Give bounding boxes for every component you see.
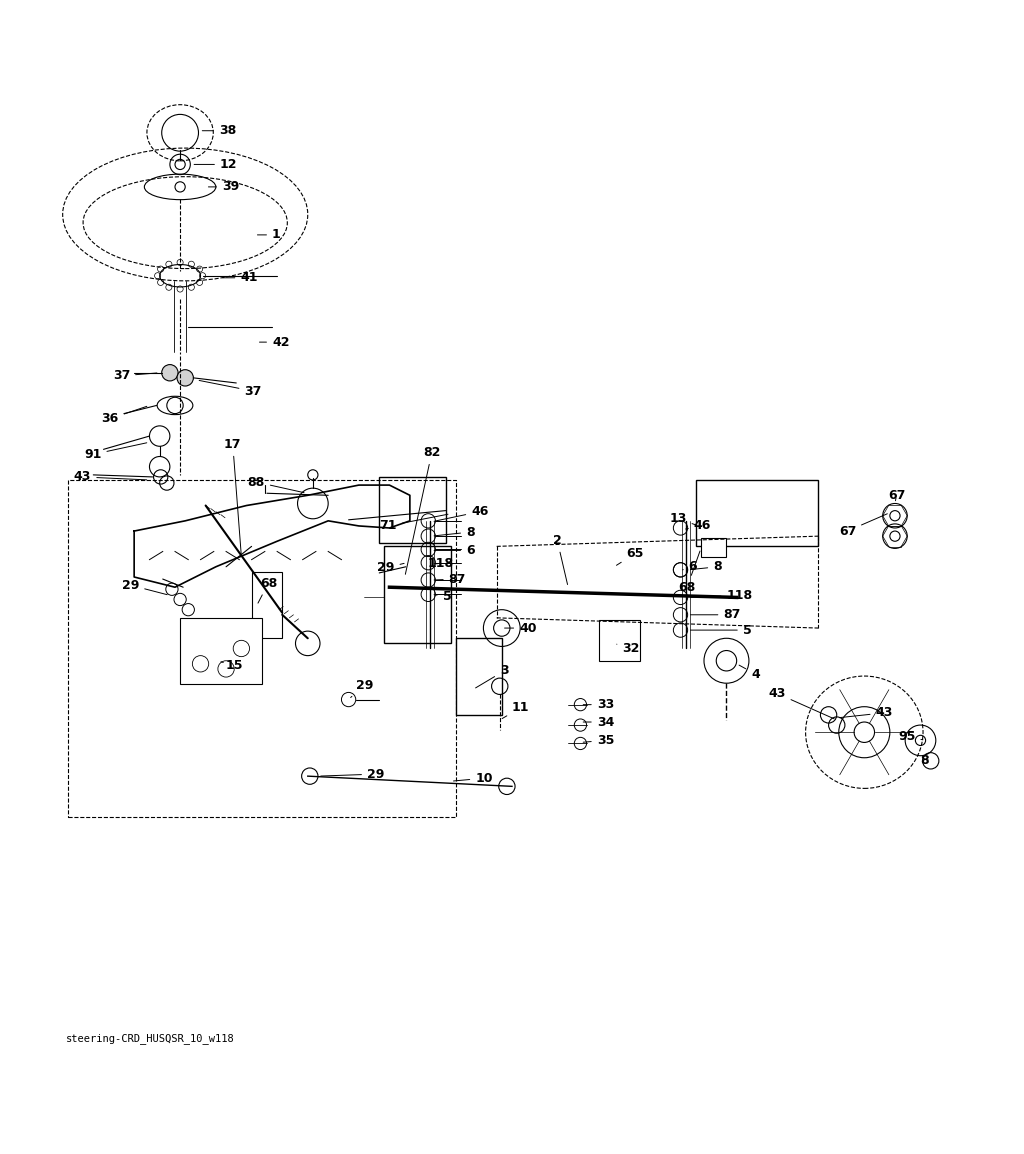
Text: 6: 6 (683, 561, 697, 574)
Text: 17: 17 (224, 437, 242, 554)
Text: 43: 43 (74, 471, 146, 484)
Text: 41: 41 (222, 271, 258, 284)
Text: 67: 67 (839, 514, 888, 538)
Text: 8: 8 (434, 525, 475, 539)
Text: 95: 95 (898, 729, 923, 743)
Circle shape (177, 369, 194, 387)
Bar (456, 638, 502, 714)
Text: 118: 118 (427, 557, 454, 570)
Text: 4: 4 (739, 665, 760, 681)
Text: 1: 1 (257, 228, 281, 241)
Text: 12: 12 (195, 158, 238, 171)
Text: 38: 38 (203, 125, 237, 137)
Text: 34: 34 (584, 715, 614, 728)
Text: steering-CRD_HUSQSR_10_w118: steering-CRD_HUSQSR_10_w118 (66, 1033, 234, 1044)
Text: 91: 91 (84, 443, 146, 460)
Text: 71: 71 (379, 515, 449, 532)
Text: 42: 42 (259, 336, 290, 349)
Text: 118: 118 (690, 589, 753, 602)
Text: 46: 46 (686, 519, 711, 532)
Text: 11: 11 (502, 702, 529, 719)
Text: 46: 46 (434, 505, 488, 522)
Text: 6: 6 (434, 544, 475, 557)
Text: 13: 13 (670, 512, 696, 525)
Text: 88: 88 (248, 475, 304, 493)
Text: 29: 29 (377, 561, 404, 575)
Text: 15: 15 (221, 659, 244, 673)
Text: 67: 67 (888, 489, 905, 502)
Text: 33: 33 (584, 698, 614, 711)
Text: 29: 29 (350, 679, 373, 697)
Text: 3: 3 (475, 665, 508, 688)
Bar (700, 538, 726, 556)
Bar (384, 546, 451, 644)
Bar (696, 480, 818, 546)
Text: 32: 32 (616, 642, 640, 655)
Text: 87: 87 (690, 608, 740, 621)
Text: 2: 2 (553, 534, 567, 585)
Bar (252, 572, 283, 638)
Text: 68: 68 (679, 550, 700, 593)
Text: 29: 29 (321, 767, 384, 780)
Text: 40: 40 (505, 622, 537, 635)
Text: 8: 8 (690, 561, 722, 574)
Text: 10: 10 (454, 772, 493, 785)
Text: 68: 68 (258, 577, 278, 604)
Text: 29: 29 (122, 578, 167, 594)
Text: 5: 5 (434, 590, 452, 602)
Text: 37: 37 (200, 381, 262, 398)
Text: 35: 35 (584, 734, 614, 747)
Text: 8: 8 (921, 755, 929, 767)
Bar (599, 620, 640, 661)
Text: 82: 82 (406, 445, 440, 575)
Text: 36: 36 (101, 406, 146, 425)
Text: 43: 43 (768, 687, 835, 719)
Bar (379, 477, 445, 544)
Bar (68, 480, 456, 817)
Circle shape (162, 365, 178, 381)
Text: 65: 65 (616, 547, 644, 565)
Bar (180, 617, 262, 684)
Text: 39: 39 (209, 180, 240, 194)
Text: 37: 37 (113, 369, 157, 382)
Text: 43: 43 (840, 706, 893, 719)
Text: 5: 5 (690, 623, 752, 637)
Text: 87: 87 (434, 572, 466, 585)
